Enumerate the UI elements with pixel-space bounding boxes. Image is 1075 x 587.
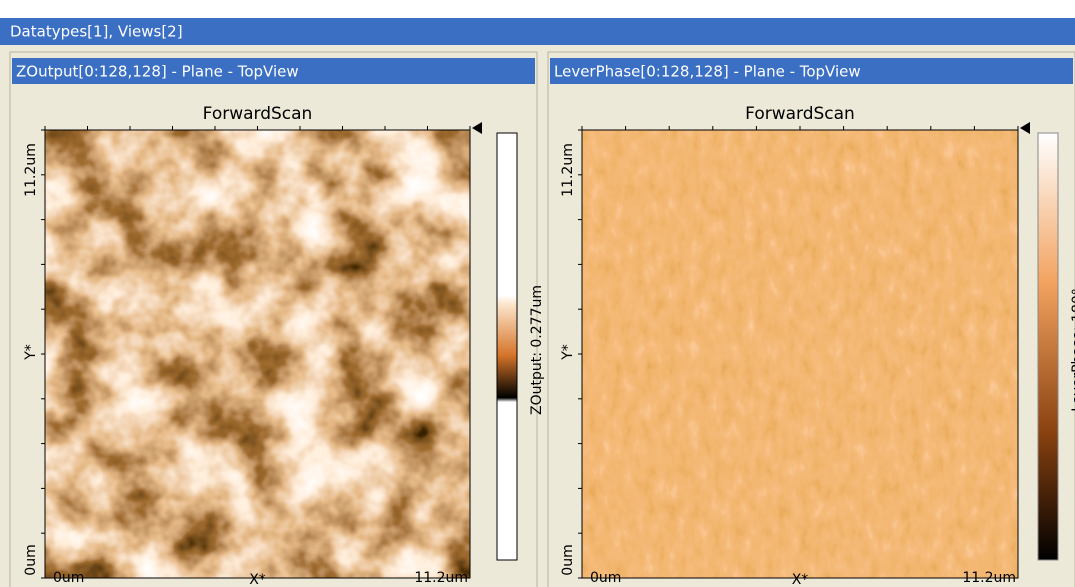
panel-title: ZOutput[0:128,128] - Plane - TopView <box>16 63 299 81</box>
x-axis-left-label: 0um <box>53 570 84 586</box>
x-axis-right-label: 11.2um <box>962 570 1016 586</box>
x-axis-right-label: 11.2um <box>414 570 468 586</box>
panel-title: LeverPhase[0:128,128] - Plane - TopView <box>554 63 861 81</box>
y-axis-bottom-label: 0um <box>560 544 576 575</box>
plot-title: ForwardScan <box>745 104 855 124</box>
y-axis-bottom-label: 0um <box>23 544 39 575</box>
scan-image <box>45 130 470 578</box>
y-axis-top-label: 11.2um <box>560 143 576 197</box>
app-window: Datatypes[1], Views[2] ZOutput[0:128,128… <box>0 0 1075 587</box>
top-margin <box>0 0 1075 18</box>
colorbar <box>497 133 517 560</box>
colorbar-label: ZOutput: 0.277um <box>529 285 545 415</box>
view-panel: LeverPhase[0:128,128] - Plane - TopView F… <box>548 52 1075 587</box>
y-axis-label: Y* <box>23 344 39 361</box>
window-title: Datatypes[1], Views[2] <box>10 23 183 41</box>
view-panel: ZOutput[0:128,128] - Plane - TopView Forw… <box>10 52 545 587</box>
x-axis-label: X* <box>792 572 809 587</box>
x-axis-label: X* <box>249 572 266 587</box>
y-axis-label: Y* <box>560 344 576 361</box>
y-axis-top-label: 11.2um <box>23 143 39 197</box>
x-axis-left-label: 0um <box>590 570 621 586</box>
plot-title: ForwardScan <box>203 104 313 124</box>
scan-image <box>582 130 1018 578</box>
colorbar <box>1038 133 1058 560</box>
colorbar-label: LeverPhase: 180° <box>1070 288 1075 412</box>
